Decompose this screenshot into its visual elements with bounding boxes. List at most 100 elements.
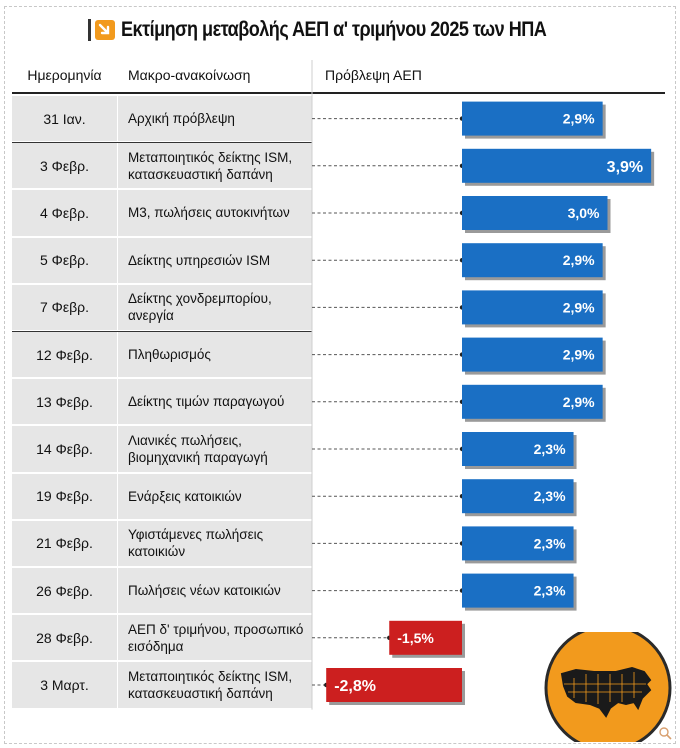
table-row xyxy=(12,426,312,472)
bar xyxy=(462,573,574,608)
column-divider xyxy=(117,143,118,189)
title-accent-bar xyxy=(88,19,91,41)
row-announcement: Δείκτης χονδρεμπορίου, ανεργία xyxy=(128,291,272,324)
column-divider xyxy=(117,520,118,566)
row-date: 5 Φεβρ. xyxy=(40,252,89,269)
row-announcement: Μεταποιητικός δείκτης ISM, κατασκευαστικ… xyxy=(128,149,293,182)
table-row xyxy=(12,332,312,378)
table-row xyxy=(12,568,312,614)
row-date: 3 Μαρτ. xyxy=(40,676,89,693)
column-divider xyxy=(117,615,118,661)
bar xyxy=(462,290,603,325)
row-date: 28 Φεβρ. xyxy=(36,629,93,646)
row-separator xyxy=(12,472,312,474)
bar-value-label: 2,3% xyxy=(534,441,566,457)
bar xyxy=(462,243,603,278)
table-row xyxy=(12,379,312,425)
table-row xyxy=(12,143,312,189)
row-announcement: Μεταποιητικός δείκτης ISM, κατασκευαστικ… xyxy=(128,668,293,701)
row-date: 14 Φεβρ. xyxy=(36,440,93,457)
usa-map-icon xyxy=(544,632,674,742)
bar-value-label: 3,0% xyxy=(568,205,600,221)
table-row xyxy=(12,615,312,661)
chart-title: Εκτίμηση μεταβολής ΑΕΠ α' τριμήνου 2025 … xyxy=(121,18,547,41)
row-separator xyxy=(12,236,312,238)
row-date: 26 Φεβρ. xyxy=(36,582,93,599)
row-separator xyxy=(12,188,312,190)
row-date: 7 Φεβρ. xyxy=(40,299,89,316)
column-divider xyxy=(117,473,118,519)
column-divider xyxy=(117,662,118,708)
row-separator xyxy=(12,613,312,615)
row-announcement: Υφιστάμενες πωλήσεις κατοικιών xyxy=(128,527,264,560)
bar-value-label: -2,8% xyxy=(334,678,376,695)
bar xyxy=(462,479,574,514)
bar xyxy=(462,384,603,419)
row-separator xyxy=(12,708,312,710)
table-row xyxy=(12,96,312,142)
bar-value-label: 2,9% xyxy=(563,394,595,410)
header-forecast: Πρόβλεψη ΑΕΠ xyxy=(325,67,422,83)
table-row xyxy=(12,190,312,236)
bar-value-label: 3,9% xyxy=(607,159,643,176)
row-date: 19 Φεβρ. xyxy=(36,488,93,505)
bar xyxy=(462,148,652,183)
header-rule xyxy=(12,92,665,94)
column-divider xyxy=(117,332,118,378)
row-separator xyxy=(12,377,312,379)
bar xyxy=(389,620,462,655)
bar-value-label: 2,3% xyxy=(534,583,566,599)
bar-value-label: -1,5% xyxy=(397,630,434,646)
column-divider xyxy=(117,426,118,472)
table-row xyxy=(12,662,312,708)
column-divider xyxy=(117,96,118,142)
bar-value-label: 2,9% xyxy=(563,252,595,268)
table-row xyxy=(12,284,312,330)
column-divider xyxy=(117,190,118,236)
column-divider xyxy=(117,284,118,330)
row-announcement: Δείκτης τιμών παραγωγού xyxy=(128,394,285,410)
header-macro: Μακρο-ανακοίνωση xyxy=(128,67,251,83)
row-announcement: ΑΕΠ δ' τριμήνου, προσωπικό εισόδημα xyxy=(128,621,304,654)
row-date: 31 Ιαν. xyxy=(43,110,86,127)
row-separator xyxy=(12,283,312,285)
row-separator xyxy=(12,566,312,568)
row-date: 13 Φεβρ. xyxy=(36,393,93,410)
column-divider xyxy=(117,568,118,614)
row-announcement: Δείκτης υπηρεσιών ISM xyxy=(128,252,271,268)
row-date: 21 Φεβρ. xyxy=(36,535,93,552)
bar xyxy=(326,668,462,702)
bar-value-label: 2,9% xyxy=(563,347,595,363)
row-announcement: Λιανικές πωλήσεις, βιομηχανική παραγωγή xyxy=(128,432,268,465)
outer-frame xyxy=(4,6,676,744)
row-separator xyxy=(12,330,312,333)
bar xyxy=(462,526,574,561)
row-announcement: Μ3, πωλήσεις αυτοκινήτων xyxy=(128,205,290,221)
row-separator xyxy=(12,424,312,426)
row-date: 3 Φεβρ. xyxy=(40,157,89,174)
row-separator xyxy=(12,660,312,662)
bar-value-label: 2,9% xyxy=(563,299,595,315)
column-divider xyxy=(117,379,118,425)
row-date: 4 Φεβρ. xyxy=(40,204,89,221)
title-block: Εκτίμηση μεταβολής ΑΕΠ α' τριμήνου 2025 … xyxy=(88,14,616,46)
bar xyxy=(462,101,603,136)
row-separator xyxy=(12,519,312,521)
header-date: Ημερομηνία xyxy=(27,67,102,83)
table-row xyxy=(12,237,312,283)
bar-value-label: 2,3% xyxy=(534,488,566,504)
bar xyxy=(462,337,603,372)
row-announcement: Πωλήσεις νέων κατοικιών xyxy=(128,583,281,599)
row-separator xyxy=(12,141,312,144)
bar xyxy=(462,432,574,466)
bar-value-label: 2,3% xyxy=(534,535,566,551)
column-divider xyxy=(117,237,118,283)
bar xyxy=(462,196,608,230)
table-row xyxy=(12,473,312,519)
arrow-down-right-icon xyxy=(95,20,115,40)
row-announcement: Αρχική πρόβλεψη xyxy=(128,111,235,127)
row-announcement: Ενάρξεις κατοικιών xyxy=(128,488,242,504)
row-announcement: Πληθωρισμός xyxy=(128,347,211,363)
